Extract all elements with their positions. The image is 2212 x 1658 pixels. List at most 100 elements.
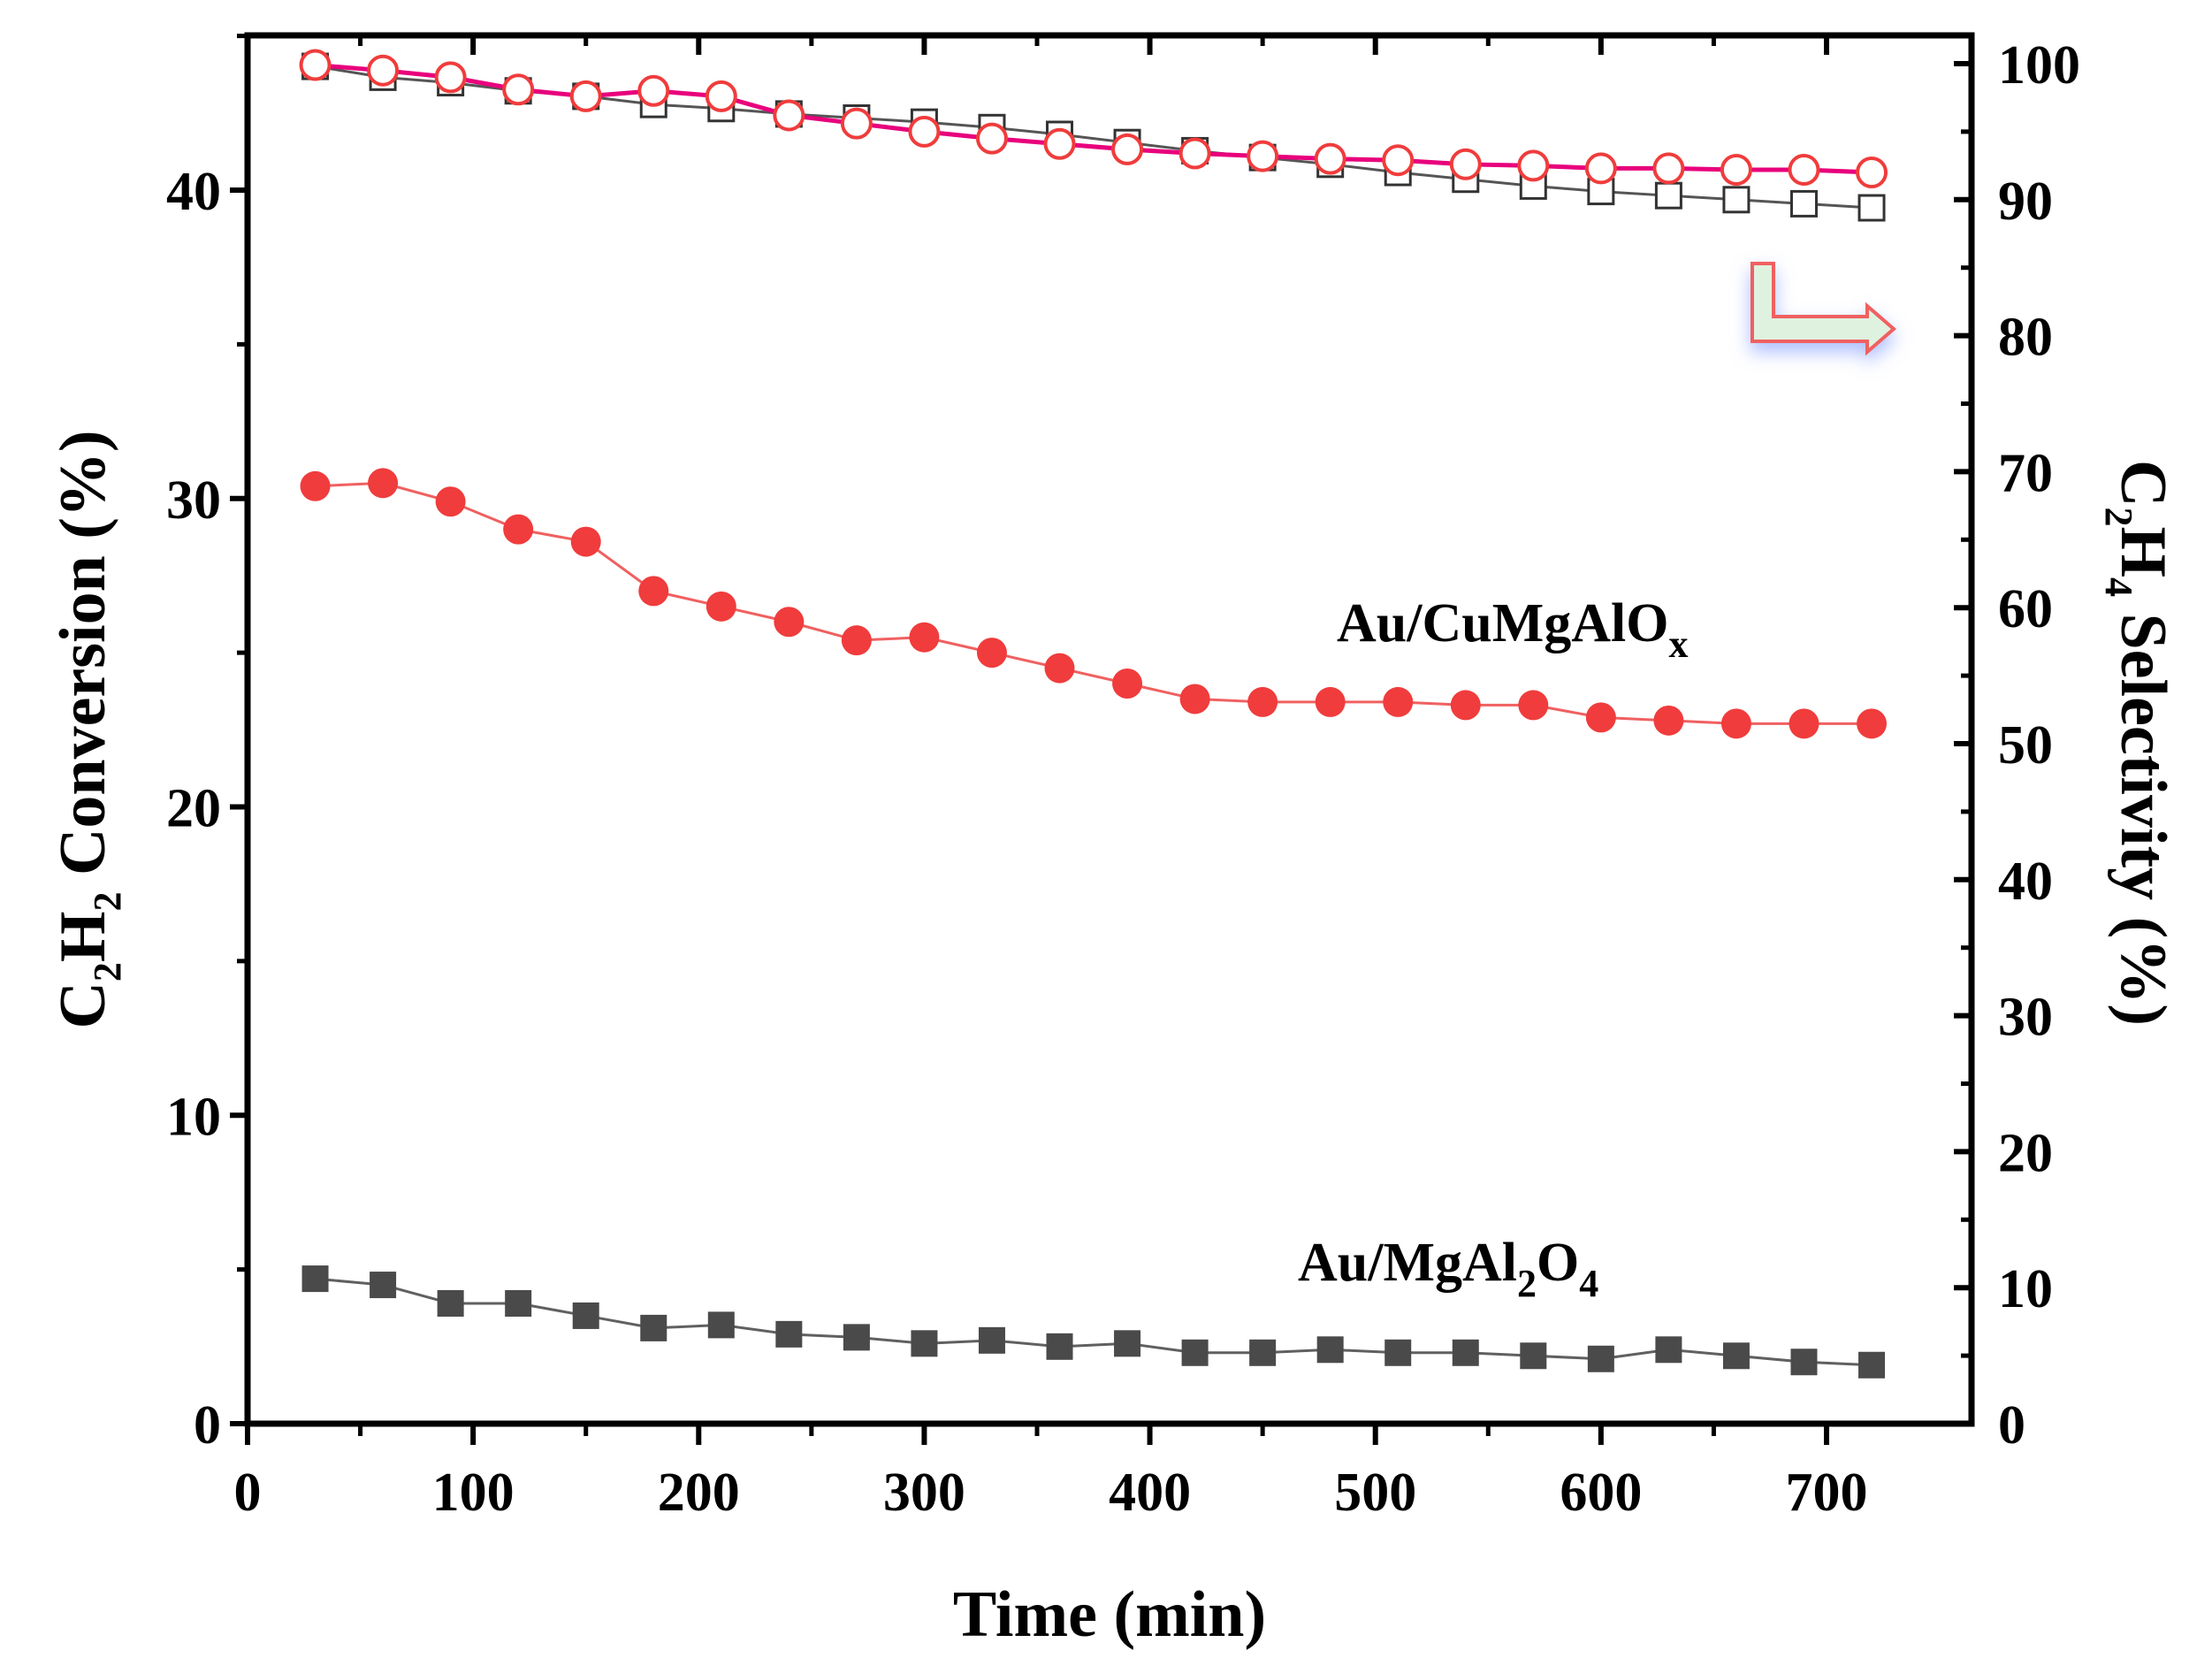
right-tick-label: 50 xyxy=(1998,715,2053,776)
left-tick-label: 10 xyxy=(166,1087,221,1147)
data-point xyxy=(1654,181,1682,210)
data-point xyxy=(1520,1342,1547,1370)
series-line xyxy=(315,63,1873,175)
data-point xyxy=(843,1324,870,1351)
data-point xyxy=(1720,153,1752,186)
data-point xyxy=(1315,686,1346,717)
data-point xyxy=(1452,1339,1479,1366)
data-point xyxy=(299,49,332,81)
data-point xyxy=(368,468,399,499)
left-tick-label: 40 xyxy=(166,162,221,222)
data-point xyxy=(434,61,467,94)
x-tick-label: 400 xyxy=(1109,1463,1191,1523)
data-point xyxy=(437,1289,464,1317)
data-point xyxy=(774,607,805,638)
data-point xyxy=(370,1272,397,1299)
left-axis-title: C2H2 Conversion (%) xyxy=(47,430,129,1028)
data-point xyxy=(775,1320,803,1348)
data-point xyxy=(1178,137,1211,170)
data-point xyxy=(367,54,400,87)
series-layer xyxy=(299,49,1888,1379)
right-tick-label: 10 xyxy=(1998,1259,2053,1319)
data-point xyxy=(638,576,669,607)
data-point xyxy=(1382,144,1415,177)
right-tick-label: 60 xyxy=(1998,579,2053,639)
data-point xyxy=(1384,1339,1412,1366)
data-point xyxy=(502,73,535,106)
data-point xyxy=(505,1289,532,1317)
data-point xyxy=(300,470,331,501)
data-point xyxy=(908,115,941,148)
data-point xyxy=(1383,686,1414,717)
data-point xyxy=(1585,702,1616,733)
data-point xyxy=(706,591,736,622)
right-tick-label: 70 xyxy=(1998,443,2053,503)
data-point xyxy=(841,625,872,656)
left-tick-label: 0 xyxy=(194,1395,221,1456)
data-point xyxy=(1857,708,1888,739)
x-tick-label: 300 xyxy=(883,1463,965,1523)
data-point xyxy=(1722,1342,1750,1370)
data-point xyxy=(1179,684,1210,714)
data-point xyxy=(1247,140,1279,172)
data-point xyxy=(976,638,1007,669)
data-point xyxy=(637,74,670,107)
data-point xyxy=(1114,1330,1141,1357)
data-point xyxy=(570,526,601,557)
data-point xyxy=(773,99,805,132)
data-point xyxy=(1655,1336,1682,1364)
x-tick-label: 200 xyxy=(658,1463,740,1523)
data-point xyxy=(840,107,873,140)
data-point xyxy=(1314,142,1346,175)
data-point xyxy=(301,1265,329,1293)
right-tick-label: 30 xyxy=(1998,988,2053,1048)
data-point xyxy=(978,1326,1005,1354)
data-point xyxy=(705,80,737,112)
data-point xyxy=(707,1311,735,1339)
series-0 xyxy=(300,468,1888,739)
data-point xyxy=(1856,157,1888,189)
data-point xyxy=(1652,152,1685,185)
data-point xyxy=(572,1302,599,1329)
data-point xyxy=(1450,690,1481,721)
x-axis-title: Time (min) xyxy=(953,1578,1266,1651)
series-1 xyxy=(301,1265,1886,1379)
data-point xyxy=(1858,1351,1886,1379)
right-tick-label: 90 xyxy=(1998,172,2053,232)
data-point xyxy=(640,1314,667,1341)
x-tick-label: 500 xyxy=(1334,1463,1416,1523)
data-point xyxy=(1449,148,1482,180)
data-point xyxy=(1790,1349,1818,1376)
data-point xyxy=(1517,149,1550,182)
data-point xyxy=(1044,653,1075,684)
right-tick-label: 20 xyxy=(1998,1123,2053,1183)
data-point xyxy=(1181,1339,1209,1366)
data-point xyxy=(1043,127,1076,160)
right-axis-title: C2H4 Selectivity (%) xyxy=(2097,460,2179,1026)
right-axis-ticks: 0 10 20 30 40 50 60 70 80 90 100 xyxy=(1954,35,2080,1456)
left-tick-label: 30 xyxy=(166,470,221,531)
data-point xyxy=(435,486,466,517)
series-line xyxy=(315,65,1873,210)
data-point xyxy=(1584,152,1617,185)
data-point xyxy=(1247,686,1278,717)
right-tick-label: 80 xyxy=(1998,308,2053,368)
data-point xyxy=(1046,1333,1073,1360)
data-point xyxy=(1789,189,1818,218)
data-point xyxy=(1789,708,1819,739)
data-point xyxy=(1653,705,1684,736)
data-point xyxy=(1112,669,1143,699)
series-line xyxy=(315,1277,1873,1367)
x-tick-label: 100 xyxy=(432,1463,515,1523)
data-point xyxy=(911,1330,938,1357)
plot-frame xyxy=(244,32,1975,1427)
right-axis-arrow-icon xyxy=(1751,262,1897,356)
x-tick-label: 700 xyxy=(1786,1463,1868,1523)
x-axis-ticks: 0 100 200 300 400 500 600 700 xyxy=(234,35,1868,1523)
data-point xyxy=(909,622,940,653)
data-point xyxy=(1720,708,1751,739)
data-point xyxy=(503,514,534,545)
series-2 xyxy=(301,52,1886,222)
left-axis-ticks: 0 10 20 30 40 xyxy=(166,34,248,1456)
label-au-cumgalox: Au/CuMgAlOx xyxy=(1337,593,1688,666)
